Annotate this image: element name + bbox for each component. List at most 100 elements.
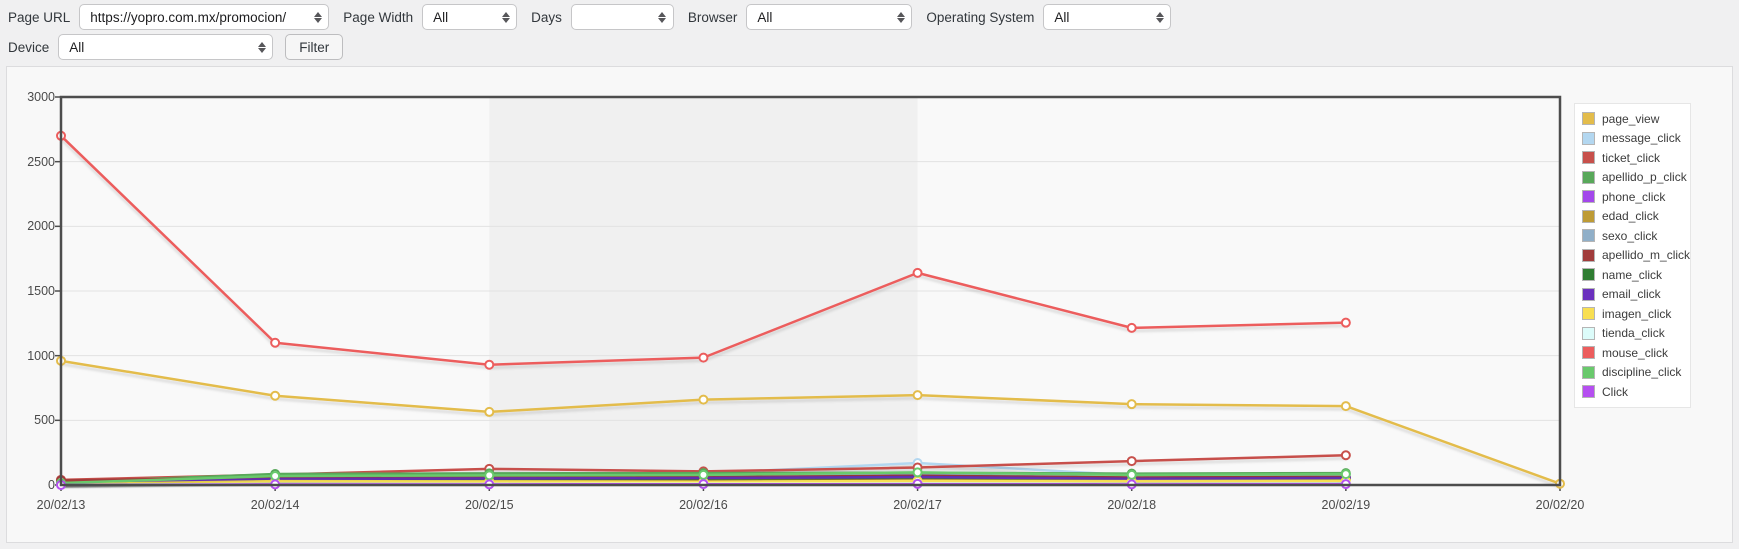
days-label: Days bbox=[531, 9, 562, 25]
data-point-marker bbox=[484, 470, 495, 481]
page-url-select-wrap: https://yopro.com.mx/promocion/ bbox=[79, 4, 330, 30]
x-tick-label: 20/02/17 bbox=[893, 498, 942, 512]
data-point-marker bbox=[1340, 469, 1351, 480]
data-point-marker bbox=[1126, 456, 1137, 467]
legend-item: Click bbox=[1582, 382, 1683, 402]
y-tick-label: 2000 bbox=[27, 219, 55, 234]
operating-system-select-wrap: All bbox=[1043, 4, 1172, 30]
data-point-marker bbox=[1340, 317, 1351, 328]
data-point-marker bbox=[1126, 322, 1137, 333]
legend-swatch-icon bbox=[1582, 248, 1595, 262]
data-point-marker bbox=[484, 359, 495, 370]
page-url-select[interactable]: https://yopro.com.mx/promocion/ bbox=[79, 4, 330, 30]
device-label: Device bbox=[8, 39, 50, 55]
legend-swatch-icon bbox=[1582, 112, 1595, 126]
legend-label: name_click bbox=[1602, 267, 1663, 282]
toolbar-row-1: Page URL https://yopro.com.mx/promocion/… bbox=[8, 2, 1731, 32]
data-point-marker bbox=[912, 390, 923, 401]
legend-label: phone_click bbox=[1602, 189, 1666, 204]
data-point-marker bbox=[912, 467, 923, 478]
browser-label: Browser bbox=[687, 9, 738, 25]
legend-swatch-icon bbox=[1582, 151, 1595, 165]
data-point-marker bbox=[1126, 469, 1137, 480]
legend-swatch-icon bbox=[1582, 229, 1595, 243]
legend-label: imagen_click bbox=[1602, 306, 1672, 321]
x-tick-label: 20/02/19 bbox=[1321, 498, 1371, 512]
legend-swatch-icon bbox=[1582, 170, 1595, 184]
legend-item: name_click bbox=[1582, 265, 1683, 285]
legend-item: imagen_click bbox=[1582, 304, 1683, 324]
legend-label: tienda_click bbox=[1602, 326, 1665, 341]
legend-label: sexo_click bbox=[1602, 228, 1658, 243]
data-point-marker bbox=[270, 470, 281, 481]
legend-swatch-icon bbox=[1582, 190, 1595, 204]
toolbar-row-2: Device All Filter bbox=[8, 32, 1731, 62]
data-point-marker bbox=[912, 267, 923, 278]
x-tick-label: 20/02/18 bbox=[1107, 498, 1157, 512]
browser-select-wrap: All bbox=[746, 4, 913, 30]
x-tick-label: 20/02/16 bbox=[679, 498, 728, 512]
filter-button[interactable]: Filter bbox=[285, 34, 344, 60]
legend-swatch-icon bbox=[1582, 385, 1595, 399]
data-point-marker bbox=[484, 406, 495, 417]
operating-system-select[interactable]: All bbox=[1043, 4, 1172, 30]
device-select[interactable]: All bbox=[58, 34, 274, 60]
legend-swatch-icon bbox=[1582, 307, 1595, 321]
legend-item: mouse_click bbox=[1582, 343, 1683, 363]
filter-toolbar: Page URL https://yopro.com.mx/promocion/… bbox=[0, 0, 1739, 62]
data-point-marker bbox=[698, 469, 709, 480]
legend-item: message_click bbox=[1582, 129, 1683, 149]
device-select-wrap: All bbox=[58, 34, 274, 60]
legend-item: sexo_click bbox=[1582, 226, 1683, 246]
data-point-marker bbox=[270, 390, 281, 401]
series-mouse_click bbox=[56, 130, 1351, 370]
data-point-marker bbox=[1126, 399, 1137, 410]
data-point-marker bbox=[1340, 401, 1351, 412]
legend-swatch-icon bbox=[1582, 131, 1595, 145]
legend-swatch-icon bbox=[1582, 268, 1595, 282]
days-select-wrap bbox=[570, 4, 674, 30]
x-tick-label: 20/02/13 bbox=[36, 498, 86, 512]
legend-item: ticket_click bbox=[1582, 148, 1683, 168]
page-width-select[interactable]: All bbox=[422, 4, 518, 30]
legend-label: edad_click bbox=[1602, 209, 1659, 224]
legend-item: tienda_click bbox=[1582, 324, 1683, 344]
y-tick-label: 0 bbox=[48, 478, 55, 492]
legend-label: Click bbox=[1602, 384, 1628, 399]
y-tick-label: 1000 bbox=[27, 348, 55, 363]
line-chart bbox=[55, 95, 1565, 491]
legend-label: ticket_click bbox=[1602, 150, 1661, 165]
legend-label: message_click bbox=[1602, 131, 1681, 146]
days-select[interactable] bbox=[570, 4, 674, 30]
legend-label: apellido_p_click bbox=[1602, 170, 1687, 185]
browser-select[interactable]: All bbox=[746, 4, 913, 30]
x-tick-label: 20/02/15 bbox=[464, 498, 514, 512]
legend-swatch-icon bbox=[1582, 365, 1595, 379]
page-width-label: Page Width bbox=[343, 9, 414, 25]
data-point-marker bbox=[698, 394, 709, 405]
legend-label: page_view bbox=[1602, 111, 1660, 126]
data-point-marker bbox=[270, 337, 281, 348]
legend-item: page_view bbox=[1582, 109, 1683, 129]
y-tick-label: 500 bbox=[34, 413, 55, 428]
legend-item: apellido_p_click bbox=[1582, 168, 1687, 188]
legend-swatch-icon bbox=[1582, 209, 1595, 223]
chart-panel: 0 500 1000 1500 2000 2500 3000 20/02/13 20/02/1… bbox=[6, 66, 1733, 543]
legend-label: email_click bbox=[1602, 287, 1661, 302]
y-tick-label: 3000 bbox=[27, 90, 55, 104]
x-tick-label: 20/02/14 bbox=[250, 498, 300, 512]
legend-item: discipline_click bbox=[1582, 363, 1683, 383]
page-url-label: Page URL bbox=[8, 9, 71, 25]
page-width-select-wrap: All bbox=[422, 4, 518, 30]
legend-label: mouse_click bbox=[1602, 345, 1669, 360]
y-tick-label: 1500 bbox=[27, 284, 55, 298]
legend-label: discipline_click bbox=[1602, 365, 1682, 380]
operating-system-label: Operating System bbox=[926, 9, 1035, 25]
x-tick-label: 20/02/20 bbox=[1535, 498, 1585, 512]
series-line bbox=[60, 359, 1561, 485]
data-point-marker bbox=[1340, 450, 1351, 461]
legend-swatch-icon bbox=[1582, 346, 1595, 360]
data-point-marker bbox=[698, 352, 709, 363]
legend-swatch-icon bbox=[1582, 326, 1595, 340]
